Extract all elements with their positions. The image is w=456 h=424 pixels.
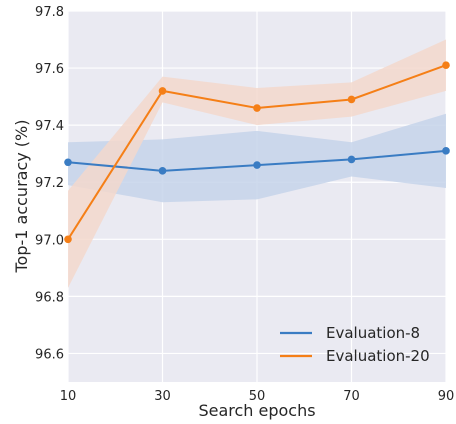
- y-tick-label: 97.4: [35, 119, 64, 134]
- point-evaluation-20-90: [442, 61, 450, 70]
- point-evaluation-8-70: [347, 155, 356, 164]
- y-tick-label: 96.8: [35, 290, 64, 305]
- x-tick-labels: 10 30 50 70 90: [60, 389, 455, 404]
- y-tick-label: 97.0: [35, 233, 64, 248]
- point-evaluation-8-10: [64, 158, 72, 167]
- point-evaluation-8-90: [442, 147, 450, 155]
- band-evaluation-8: [68, 113, 446, 203]
- y-tick-label: 97.8: [35, 5, 64, 20]
- point-evaluation-20-10: [64, 235, 72, 244]
- x-tick-label: 70: [343, 389, 360, 404]
- legend-label-evaluation-8: Evaluation-8: [326, 324, 420, 342]
- point-evaluation-20-30: [158, 87, 167, 95]
- point-evaluation-8-30: [158, 167, 167, 175]
- y-axis-label: Top-1 accuracy (%): [12, 120, 31, 274]
- y-tick-label: 96.6: [35, 347, 64, 362]
- y-tick-label: 97.6: [35, 62, 64, 77]
- legend: Evaluation-8 Evaluation-20: [280, 324, 430, 365]
- point-evaluation-20-70: [347, 95, 356, 104]
- series-points: [64, 61, 450, 244]
- x-axis-label: Search epochs: [198, 401, 315, 420]
- point-evaluation-20-50: [253, 104, 261, 112]
- point-evaluation-8-50: [253, 161, 261, 169]
- x-tick-label: 90: [438, 389, 455, 404]
- y-tick-label: 97.2: [35, 176, 64, 191]
- legend-label-evaluation-20: Evaluation-20: [326, 347, 430, 365]
- x-tick-label: 50: [249, 389, 266, 404]
- x-tick-label: 10: [60, 389, 77, 404]
- y-tick-labels: 96.6 96.8 97.0 97.2 97.4 97.6 97.8: [35, 5, 64, 362]
- x-tick-label: 30: [154, 389, 171, 404]
